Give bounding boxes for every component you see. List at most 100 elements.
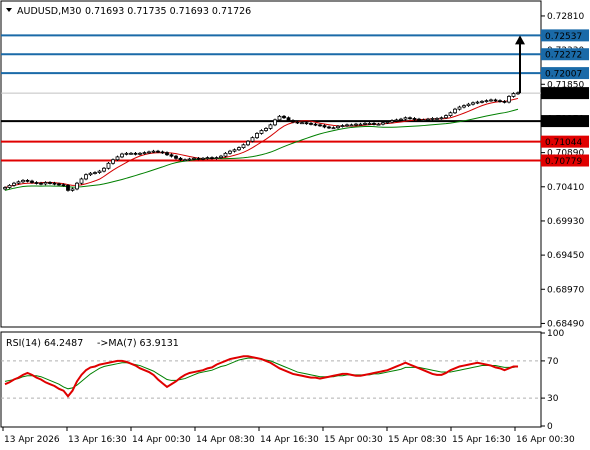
level-price-tag-bg	[541, 67, 589, 80]
candle-body	[201, 157, 205, 160]
candle-body	[196, 157, 201, 160]
candle-body	[205, 157, 210, 159]
candle-body	[133, 152, 138, 155]
level-price-tag-bg	[541, 135, 589, 148]
candle-body	[507, 95, 511, 103]
candle-body	[367, 123, 372, 125]
candle-body	[394, 119, 399, 122]
candle-body	[129, 152, 133, 155]
level-price-tag: 0.72272	[545, 51, 582, 61]
candle-body	[138, 152, 142, 155]
candle-body	[93, 172, 97, 174]
candle-body	[502, 100, 507, 103]
symbol-timeframe: AUDUSD,M30	[17, 6, 81, 17]
candle-body	[268, 124, 273, 129]
candle-body	[259, 130, 264, 134]
candle-body	[142, 152, 147, 155]
price-tick-label: 0.71850	[547, 80, 584, 90]
rsi-tick-label: 100	[547, 329, 564, 339]
candle-body	[84, 174, 88, 180]
time-tick-label: 15 Apr 08:30	[388, 435, 447, 445]
time-tick-label: 15 Apr 16:30	[452, 435, 511, 445]
time-tick-label: 14 Apr 16:30	[260, 435, 319, 445]
candle-body	[331, 127, 336, 130]
candle-body	[187, 158, 192, 161]
level-price-tag-bg	[541, 48, 589, 61]
level-price-tag: 0.71333	[545, 118, 582, 128]
candle-body	[3, 187, 7, 190]
candle-body	[322, 125, 327, 128]
price-tick-label: 0.68490	[547, 319, 584, 329]
level-price-tag: 0.70779	[545, 157, 582, 167]
candle-body	[286, 117, 291, 121]
rsi-label: RSI(14) 64.2487	[6, 338, 83, 349]
candle-body	[223, 152, 228, 157]
candle-body	[399, 118, 403, 121]
price-pane[interactable]	[0, 0, 542, 328]
level-price-tag: 0.71044	[545, 138, 582, 148]
candle-body	[457, 106, 462, 110]
candle-body	[21, 179, 25, 183]
candle-body	[439, 117, 444, 120]
rsi-pane[interactable]	[0, 331, 542, 428]
candle-body	[408, 117, 412, 120]
candle-body	[462, 105, 466, 108]
candle-body	[327, 126, 331, 129]
price-tick-label: 0.68970	[547, 285, 584, 295]
candle-body	[412, 118, 417, 120]
candle-body	[106, 162, 111, 169]
candle-body	[255, 132, 259, 139]
rsi-ma-label: ->MA(7) 63.9131	[97, 338, 179, 349]
candle-body	[354, 123, 358, 126]
rsi-plot	[1, 355, 541, 399]
ohlc-readout: 0.71693 0.71735 0.71693 0.71726	[85, 6, 251, 17]
candle-body	[228, 150, 232, 154]
candle-body	[336, 125, 340, 129]
candle-body	[435, 118, 439, 120]
candle-body	[165, 152, 169, 156]
candle-body	[183, 159, 187, 162]
candle-body	[295, 121, 300, 124]
price-tick-label: 0.70410	[547, 183, 584, 193]
rsi-tick-label: 30	[547, 394, 559, 404]
rsi-tick-label: 70	[547, 357, 559, 367]
price-tick-label: 0.69450	[547, 251, 584, 261]
time-tick-label: 14 Apr 00:30	[132, 435, 191, 445]
candle-body	[376, 123, 381, 126]
candle-body	[147, 151, 151, 154]
candle-body	[151, 150, 156, 153]
candle-body	[214, 157, 219, 159]
candle-body	[34, 182, 39, 184]
level-price-tag-bg	[541, 29, 589, 42]
collapse-triangle-icon[interactable]	[6, 8, 12, 12]
candle-body	[111, 159, 115, 164]
candle-body	[39, 182, 43, 185]
candle-body	[363, 123, 367, 125]
candle-body	[291, 120, 295, 123]
arrow-up-icon	[515, 35, 525, 45]
candles	[3, 91, 520, 192]
candle-body	[12, 182, 16, 186]
candle-body	[52, 182, 57, 185]
candle-body	[318, 124, 322, 127]
candle-body	[192, 157, 196, 160]
candle-body	[250, 137, 255, 142]
candle-body	[453, 108, 457, 114]
time-tick-label: 13 Apr 16:30	[68, 435, 127, 445]
candle-body	[70, 188, 75, 191]
candle-body	[61, 184, 66, 187]
candle-body	[466, 103, 471, 107]
candle-body	[403, 117, 408, 120]
candle-body	[489, 99, 493, 102]
candle-body	[426, 118, 430, 121]
candle-body	[25, 179, 30, 182]
price-tick-label: 0.72810	[547, 12, 584, 22]
candle-body	[475, 101, 480, 104]
candle-body	[79, 178, 84, 184]
candle-body	[102, 167, 106, 172]
candle-body	[210, 157, 214, 159]
candle-body	[345, 124, 349, 127]
horizontal-levels	[1, 34, 541, 162]
candle-body	[124, 152, 129, 155]
